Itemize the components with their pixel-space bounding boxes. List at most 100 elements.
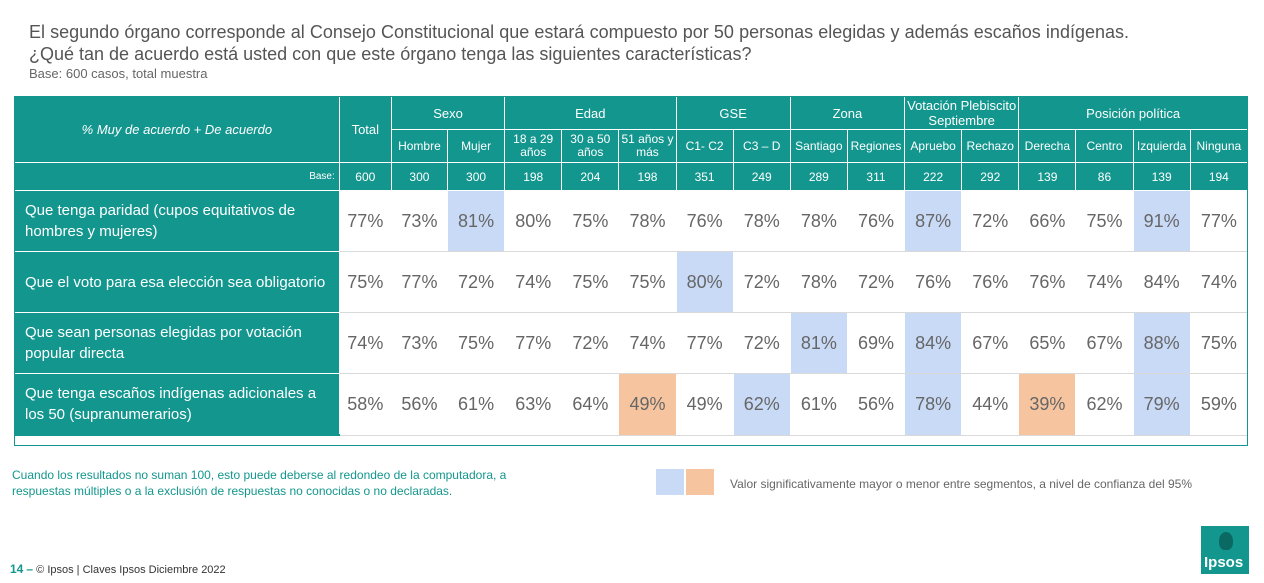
table-row: Que tenga escaños indígenas adicionales … [14, 373, 1249, 436]
value-cell: 74% [338, 312, 392, 374]
value-cell: 56% [390, 373, 449, 436]
value-cell: 72% [561, 312, 620, 374]
row-label: Que tenga paridad (cupos equitativos de … [14, 190, 340, 252]
group-header-sexo: Sexo [390, 96, 506, 130]
value-cell: 72% [846, 251, 906, 313]
value-cell: 76% [904, 251, 963, 313]
value-cell: 62% [1075, 373, 1134, 436]
value-cell: 75% [1189, 312, 1249, 374]
value-cell: 84% [904, 312, 963, 374]
page-dash: – [26, 562, 34, 576]
value-cell: 64% [561, 373, 620, 436]
logo-text: Ipsos [1204, 554, 1244, 571]
value-cell: 73% [390, 190, 449, 252]
base-count: 292 [961, 162, 1020, 191]
value-cell: 67% [961, 312, 1020, 374]
value-cell: 74% [1189, 251, 1249, 313]
value-cell: 78% [789, 251, 848, 313]
column-header: Izquierda [1132, 129, 1191, 163]
question-text: El segundo órgano corresponde al Consejo… [29, 22, 1129, 64]
value-cell: 62% [732, 373, 791, 436]
value-cell: 84% [1132, 251, 1191, 313]
value-cell: 78% [618, 190, 677, 252]
value-cell: 76% [675, 190, 734, 252]
base-count: 194 [1189, 162, 1249, 191]
value-cell: 39% [1018, 373, 1077, 436]
base-count: 289 [789, 162, 848, 191]
value-cell: 49% [618, 373, 677, 436]
table-row: Que tenga paridad (cupos equitativos de … [14, 190, 1249, 252]
logo-mark-icon [1219, 532, 1233, 550]
base-count: 351 [675, 162, 734, 191]
table-row: Que el voto para esa elección sea obliga… [14, 251, 1249, 313]
value-cell: 74% [618, 312, 677, 374]
base-count: 222 [904, 162, 963, 191]
value-cell: 76% [1018, 251, 1077, 313]
value-cell: 73% [390, 312, 449, 374]
base-count: 204 [561, 162, 620, 191]
base-count: 198 [618, 162, 677, 191]
row-label: Que tenga escaños indígenas adicionales … [14, 373, 340, 436]
group-header-votacion: Votación Plebiscito Septiembre [904, 96, 1020, 130]
value-cell: 87% [904, 190, 963, 252]
column-header: 51 años y más [618, 129, 677, 163]
value-cell: 58% [338, 373, 392, 436]
base-count: 300 [390, 162, 449, 191]
ipsos-logo: Ipsos [1201, 526, 1249, 574]
column-header: Centro [1075, 129, 1134, 163]
column-header: C3 – D [732, 129, 791, 163]
value-cell: 78% [732, 190, 791, 252]
value-cell: 44% [961, 373, 1020, 436]
value-cell: 80% [675, 251, 734, 313]
column-header: 18 a 29 años [504, 129, 563, 163]
value-cell: 75% [338, 251, 392, 313]
legend-swatch-blue [656, 469, 684, 495]
value-cell: 77% [675, 312, 734, 374]
value-cell: 59% [1189, 373, 1249, 436]
value-cell: 78% [904, 373, 963, 436]
value-cell: 78% [789, 190, 848, 252]
column-header: 30 a 50 años [561, 129, 620, 163]
footer: 14 – © Ipsos | Claves Ipsos Diciembre 20… [10, 562, 226, 576]
group-header-posicion: Posición política [1018, 96, 1248, 130]
group-header-zona: Zona [789, 96, 906, 130]
value-cell: 75% [561, 251, 620, 313]
base-count: 600 [338, 162, 392, 191]
value-cell: 81% [789, 312, 848, 374]
value-cell: 76% [846, 190, 906, 252]
column-header: Ninguna [1189, 129, 1249, 163]
value-cell: 75% [1075, 190, 1134, 252]
value-cell: 77% [338, 190, 392, 252]
base-note: Base: 600 casos, total muestra [29, 66, 208, 81]
legend-text: Valor significativamente mayor o menor e… [730, 477, 1193, 491]
column-header: Apruebo [904, 129, 963, 163]
value-cell: 88% [1132, 312, 1191, 374]
value-cell: 77% [390, 251, 449, 313]
value-cell: 61% [789, 373, 848, 436]
value-cell: 75% [446, 312, 506, 374]
group-header-gse: GSE [675, 96, 791, 130]
column-header: Santiago [789, 129, 848, 163]
value-cell: 77% [1189, 190, 1249, 252]
base-count: 249 [732, 162, 791, 191]
value-cell: 77% [504, 312, 563, 374]
footer-text: © Ipsos | Claves Ipsos Diciembre 2022 [36, 564, 226, 576]
value-cell: 56% [846, 373, 906, 436]
footnote: Cuando los resultados no suman 100, esto… [12, 468, 507, 498]
results-table: % Muy de acuerdo + De acuerdo Total Sexo… [14, 96, 1249, 436]
value-cell: 72% [732, 251, 791, 313]
value-cell: 75% [561, 190, 620, 252]
base-count: 139 [1018, 162, 1077, 191]
value-cell: 72% [961, 190, 1020, 252]
column-header: C1- C2 [675, 129, 734, 163]
column-header: Mujer [446, 129, 506, 163]
value-cell: 91% [1132, 190, 1191, 252]
value-cell: 66% [1018, 190, 1077, 252]
column-header: Derecha [1018, 129, 1077, 163]
value-cell: 74% [504, 251, 563, 313]
value-cell: 69% [846, 312, 906, 374]
value-cell: 65% [1018, 312, 1077, 374]
value-cell: 72% [732, 312, 791, 374]
table-row: Que sean personas elegidas por votación … [14, 312, 1249, 374]
value-cell: 63% [504, 373, 563, 436]
